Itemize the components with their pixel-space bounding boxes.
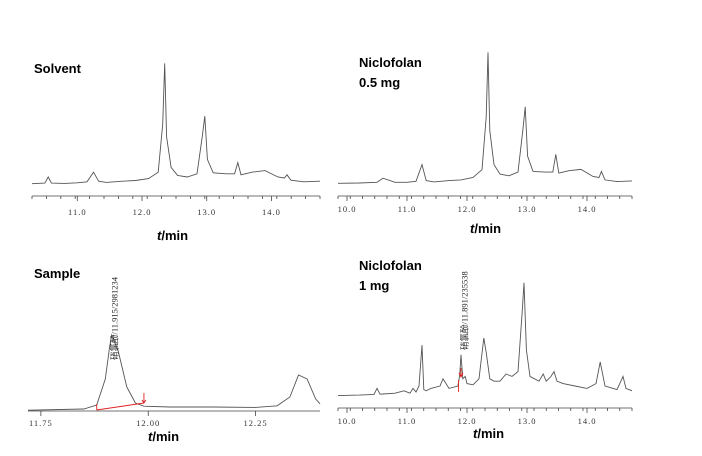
x-tick-label: 12.0 — [458, 204, 477, 214]
x-tick-label: 11.75 — [29, 418, 53, 428]
chromatogram-trace — [27, 333, 321, 411]
x-tick-label: 13.0 — [518, 204, 537, 214]
chromatogram-trace — [337, 282, 633, 397]
chromatogram-niclofolan-05mg: 10.0 11.0 12.0 13.0 14.0 t/min — [337, 52, 633, 236]
peak-marker — [458, 368, 464, 379]
x-tick-label: 10.0 — [338, 416, 357, 426]
integration-baseline — [96, 402, 145, 411]
x-tick-label: 14.0 — [262, 207, 281, 217]
x-tick-label: 12.25 — [244, 418, 268, 428]
chromatogram-sample: 11.75 12.00 12.25 t/min 硝氯酚/11.915/2981234 — [27, 276, 321, 444]
chromatogram-trace — [31, 63, 321, 185]
panel-label-sample: Sample — [34, 266, 80, 281]
x-tick-label: 12.00 — [136, 418, 160, 428]
chromatogram-niclofolan-1mg: 10.0 11.0 12.0 13.0 14.0 t/min 硝氯酚/11.891/2355… — [337, 271, 633, 441]
x-tick-label: 12.0 — [133, 207, 152, 217]
peak-annotation: 硝氯酚/11.915/2981234 — [110, 276, 120, 360]
panel-label-niclofolan-05-dose: 0.5 mg — [359, 75, 400, 90]
x-tick-label: 13.0 — [197, 207, 216, 217]
x-tick-label: 11.0 — [398, 204, 417, 214]
x-tick-label: 10.0 — [338, 204, 357, 214]
peak-annotation: 硝氯酚/11.891/235538 — [459, 271, 469, 350]
panel-label-niclofolan-1: Niclofolan — [359, 258, 422, 273]
peak-end-marker — [141, 393, 147, 404]
x-axis-label: t/min — [470, 221, 501, 236]
x-tick-label: 13.0 — [518, 416, 537, 426]
x-tick-label: 12.0 — [458, 416, 477, 426]
panel-label-niclofolan-1-dose: 1 mg — [359, 278, 389, 293]
panel-label-niclofolan-05: Niclofolan — [359, 55, 422, 70]
x-tick-label: 11.0 — [398, 416, 417, 426]
panel-label-solvent: Solvent — [34, 61, 82, 76]
x-axis-label: t/min — [473, 426, 504, 441]
x-tick-label: 14.0 — [578, 416, 597, 426]
x-axis-label: t/min — [148, 429, 179, 444]
x-tick-label: 14.0 — [578, 204, 597, 214]
chromatogram-solvent: 11.0 12.0 13.0 14.0 t/min — [31, 63, 321, 243]
x-tick-label: 11.0 — [68, 207, 87, 217]
chromatogram-trace — [337, 52, 633, 184]
x-axis-label: t/min — [157, 228, 188, 243]
